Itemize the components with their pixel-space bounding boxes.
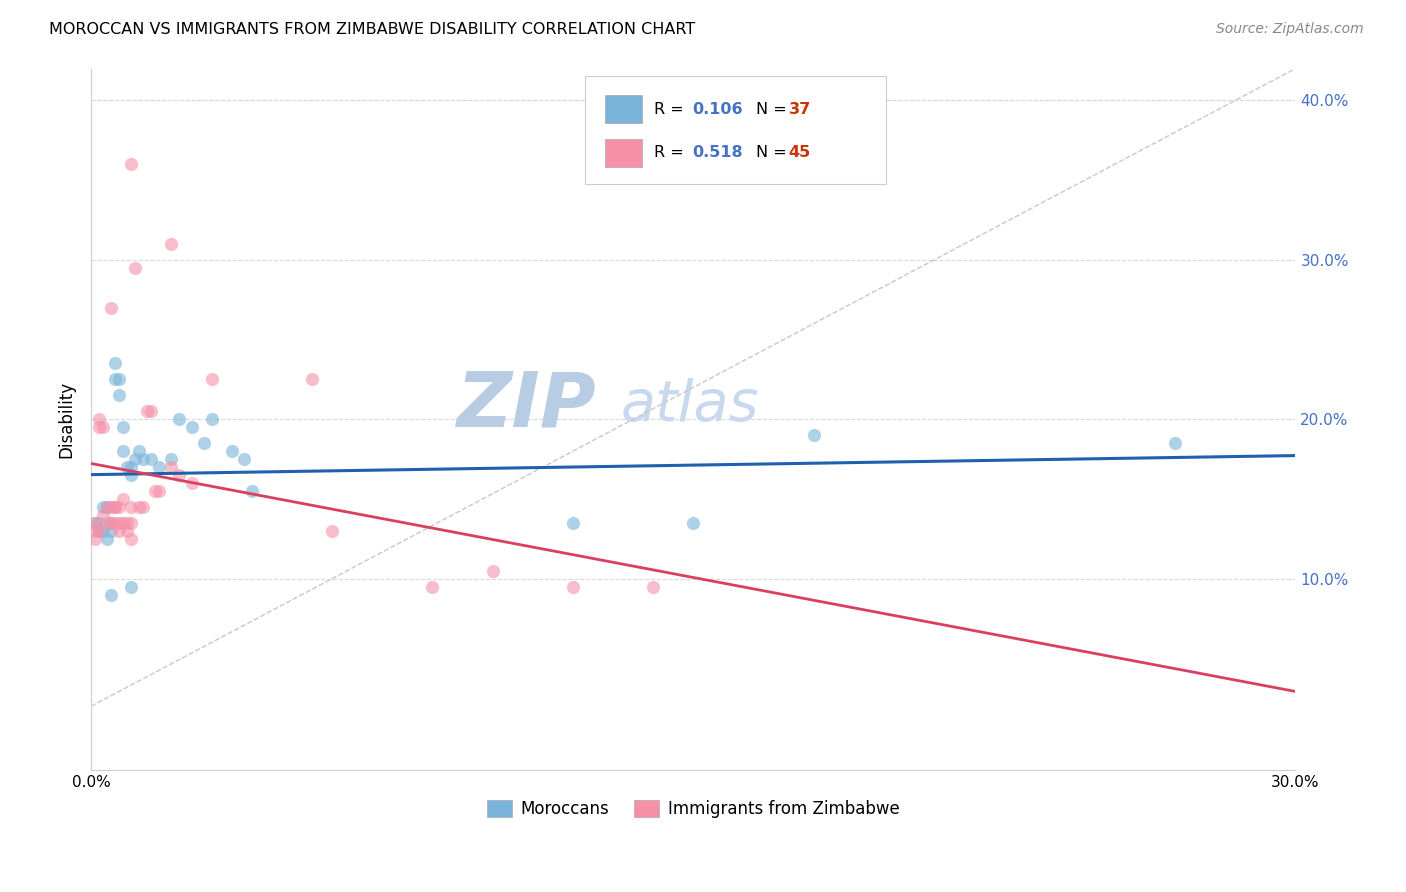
Point [96,516,118,530]
Text: ZIP: ZIP [457,368,598,442]
Text: MOROCCAN VS IMMIGRANTS FROM ZIMBABWE DISABILITY CORRELATION CHART: MOROCCAN VS IMMIGRANTS FROM ZIMBABWE DIS… [49,22,696,37]
Point [148,483,170,498]
Point [200,412,222,426]
Point [120,580,142,594]
Point [84,532,107,546]
Point [643,580,665,594]
Point [108,372,131,386]
Point [104,372,127,386]
Point [561,516,583,530]
Point [120,460,142,475]
Point [108,388,131,402]
Point [117,460,139,475]
Point [169,412,191,426]
Point [89,412,111,426]
Point [124,260,146,275]
Point [128,500,150,514]
Point [193,436,215,450]
Point [96,500,118,514]
Point [180,420,202,434]
FancyBboxPatch shape [606,138,641,167]
Text: N =: N = [756,145,792,161]
Point [104,500,127,514]
Point [136,404,159,418]
Point [84,516,107,530]
Point [124,452,146,467]
Point [89,420,111,434]
Text: 0.106: 0.106 [692,102,742,117]
Point [117,524,139,538]
Text: 37: 37 [789,102,811,117]
Point [96,500,118,514]
Y-axis label: Disability: Disability [58,381,75,458]
Point [108,524,131,538]
Point [117,516,139,530]
Text: R =: R = [654,145,689,161]
Text: N =: N = [756,102,792,117]
Point [104,500,127,514]
Point [148,460,170,475]
Point [120,532,142,546]
Legend: Moroccans, Immigrants from Zimbabwe: Moroccans, Immigrants from Zimbabwe [481,793,905,825]
Point [112,420,135,434]
Point [91,420,114,434]
Text: Source: ZipAtlas.com: Source: ZipAtlas.com [1216,22,1364,37]
Point [91,500,114,514]
Point [100,524,122,538]
Point [89,516,111,530]
Point [561,580,583,594]
Point [301,372,323,386]
Point [160,236,183,251]
Point [682,516,704,530]
Text: 0.518: 0.518 [692,145,742,161]
Text: R =: R = [654,102,689,117]
Text: atlas: atlas [621,377,759,433]
Point [240,483,263,498]
Point [100,588,122,602]
Point [96,532,118,546]
Point [104,356,127,370]
Point [112,491,135,506]
Point [141,404,163,418]
Text: 45: 45 [789,145,811,161]
Point [120,500,142,514]
Point [232,452,254,467]
Point [200,372,222,386]
Point [803,428,825,442]
FancyBboxPatch shape [606,95,641,123]
Point [120,516,142,530]
Point [141,452,163,467]
Point [84,516,107,530]
Point [422,580,444,594]
Point [91,524,114,538]
Point [100,516,122,530]
Point [108,516,131,530]
Point [120,468,142,483]
Point [169,468,191,483]
Point [160,460,183,475]
Point [180,476,202,491]
Point [89,524,111,538]
Point [1164,436,1187,450]
Point [145,483,167,498]
Point [481,564,503,578]
Point [89,524,111,538]
Point [160,452,183,467]
Point [108,500,131,514]
Point [100,301,122,315]
Point [120,157,142,171]
Point [104,516,127,530]
Point [100,516,122,530]
Point [132,452,155,467]
Point [221,444,243,458]
Point [128,444,150,458]
Point [321,524,343,538]
Point [132,500,155,514]
Point [91,508,114,522]
Point [84,524,107,538]
FancyBboxPatch shape [585,76,886,185]
Point [112,444,135,458]
Point [100,500,122,514]
Point [112,516,135,530]
